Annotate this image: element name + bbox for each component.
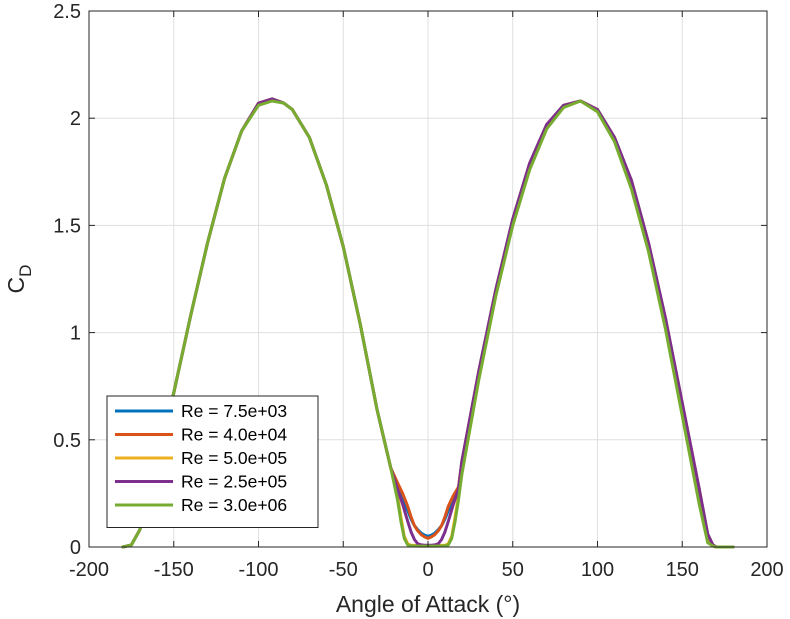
- y-tick-label: 1: [70, 323, 81, 345]
- y-axis-label-sub: D: [16, 265, 35, 277]
- series-line: [121, 99, 735, 549]
- x-tick-label: 50: [502, 559, 524, 581]
- legend-label: Re = 3.0e+06: [181, 495, 287, 515]
- legend-label: Re = 5.0e+05: [181, 448, 287, 468]
- legend-label: Re = 4.0e+04: [181, 425, 287, 445]
- y-tick-label: 2: [70, 108, 81, 130]
- x-tick-label: -150: [154, 559, 194, 581]
- series-lines: [121, 97, 735, 549]
- y-tick-label: 2.5: [53, 1, 81, 23]
- x-tick-labels: -200 -150 -100 -50 0 50 100 150 200: [69, 559, 784, 581]
- x-tick-label: 200: [750, 559, 783, 581]
- y-tick-labels: 0 0.5 1 1.5 2 2.5: [53, 1, 81, 559]
- legend: Re = 7.5e+03 Re = 4.0e+04 Re = 5.0e+05 Re =…: [106, 395, 319, 528]
- axis-ticks: [88, 10, 768, 548]
- x-axis-label: Angle of Attack (°): [336, 591, 520, 617]
- legend-label: Re = 2.5e+05: [181, 472, 287, 492]
- y-tick-label: 1.5: [53, 215, 81, 237]
- x-tick-label: 0: [422, 559, 433, 581]
- y-axis-label-main: C: [3, 277, 29, 294]
- y-tick-label: 0: [70, 537, 81, 559]
- x-tick-label: -50: [329, 559, 358, 581]
- y-axis-label: CD: [3, 265, 35, 294]
- x-tick-label: -100: [238, 559, 278, 581]
- x-tick-label: 100: [581, 559, 614, 581]
- x-tick-label: 150: [666, 559, 699, 581]
- y-tick-label: 0.5: [53, 430, 81, 452]
- x-tick-label: -200: [69, 559, 109, 581]
- legend-label: Re = 7.5e+03: [181, 401, 287, 421]
